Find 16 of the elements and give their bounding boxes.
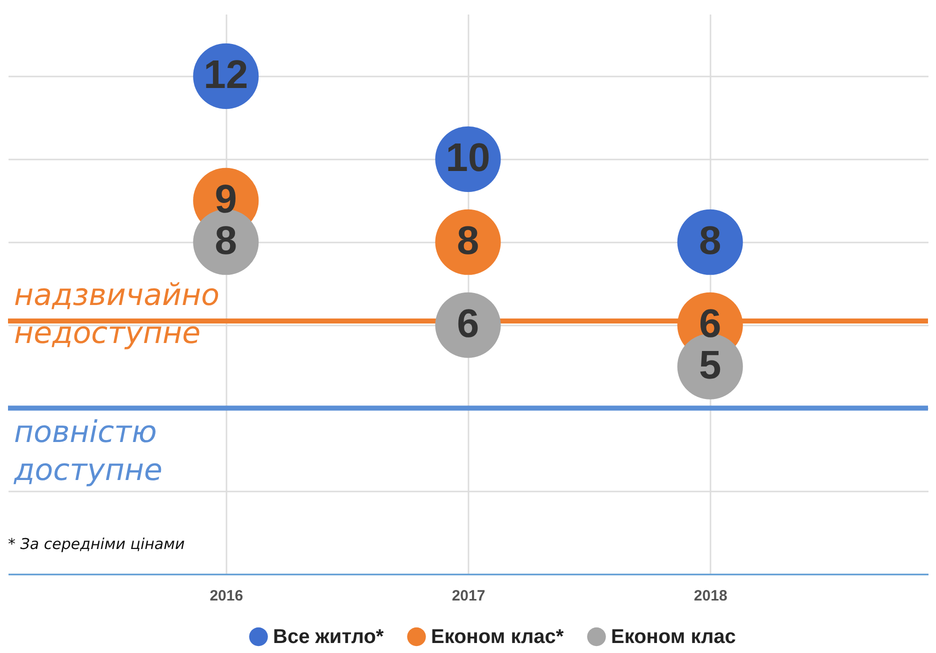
data-label: 8: [456, 219, 480, 264]
ref-line-label: повністю доступне: [13, 415, 163, 488]
legend-label: Економ клас: [611, 626, 736, 648]
data-label: 8: [698, 219, 722, 264]
ref-line-label: надзвичайно недоступне: [14, 278, 220, 351]
data-label: 10: [446, 136, 490, 180]
data-label: 8: [214, 219, 238, 264]
x-tick-label: 2017: [452, 588, 486, 604]
data-label: 5: [698, 344, 722, 388]
x-tick-label: 2018: [694, 588, 728, 604]
x-tick-label: 2016: [210, 588, 244, 604]
legend-label: Все житло*: [273, 626, 384, 648]
legend-label: Економ клас*: [431, 626, 564, 648]
data-label: 6: [456, 302, 480, 346]
annotation: * За середніми цінами: [8, 535, 185, 553]
data-label: 12: [204, 53, 248, 98]
